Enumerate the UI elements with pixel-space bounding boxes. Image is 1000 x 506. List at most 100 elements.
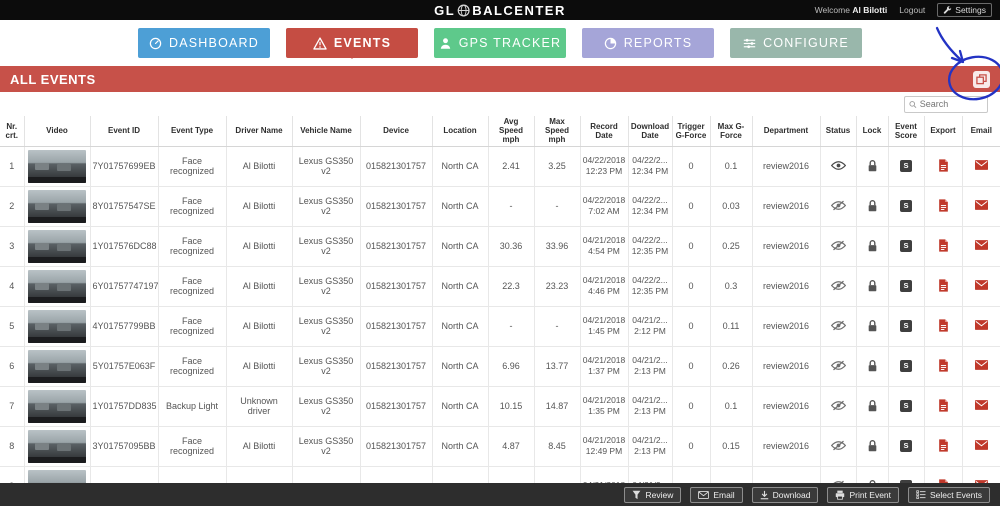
table-row[interactable]: 3 1Y017576DC88 Face recognized Al Bilott…: [0, 226, 1000, 267]
welcome-text: Welcome Al Bilotti: [815, 5, 888, 15]
column-header[interactable]: Max Speed mph: [534, 116, 581, 147]
column-header[interactable]: Lock: [856, 116, 889, 147]
eye-off-icon[interactable]: [830, 400, 846, 411]
export-pdf-icon[interactable]: [938, 238, 949, 252]
video-thumbnail[interactable]: [28, 229, 86, 263]
column-header[interactable]: Download Date: [628, 116, 673, 147]
email-icon[interactable]: [974, 360, 988, 370]
column-header[interactable]: Location: [432, 116, 489, 147]
export-pdf-icon[interactable]: [938, 358, 949, 372]
tab-reports[interactable]: REPORTS: [582, 28, 714, 58]
lock-icon[interactable]: [867, 439, 878, 452]
video-thumbnail[interactable]: [28, 309, 86, 343]
column-header[interactable]: Max G-Force: [710, 116, 753, 147]
lock-icon[interactable]: [867, 319, 878, 332]
column-header[interactable]: Event ID: [90, 116, 159, 147]
video-thumbnail[interactable]: [28, 189, 86, 223]
event-score-badge[interactable]: S: [900, 280, 912, 292]
tab-dashboard[interactable]: DASHBOARD: [138, 28, 270, 58]
email-icon[interactable]: [974, 280, 988, 290]
export-pdf-icon[interactable]: [938, 198, 949, 212]
video-thumbnail[interactable]: [28, 429, 86, 463]
eye-off-icon[interactable]: [830, 320, 846, 331]
column-header[interactable]: Trigger G-Force: [672, 116, 711, 147]
email-icon[interactable]: [974, 200, 988, 210]
eye-off-icon[interactable]: [830, 440, 846, 451]
column-header[interactable]: Video: [24, 116, 91, 147]
event-score-badge[interactable]: S: [900, 160, 912, 172]
table-row[interactable]: 5 4Y01757799BB Face recognized Al Bilott…: [0, 306, 1000, 347]
email-icon[interactable]: [974, 440, 988, 450]
event-score-badge[interactable]: S: [900, 480, 912, 484]
video-thumbnail[interactable]: [28, 149, 86, 183]
email-icon[interactable]: [974, 320, 988, 330]
eye-off-icon[interactable]: [830, 360, 846, 371]
column-header[interactable]: Event Score: [888, 116, 925, 147]
column-header[interactable]: Event Type: [158, 116, 227, 147]
table-row[interactable]: 9 04/21/2018 04/21/2...: [0, 466, 1000, 484]
review-button[interactable]: Review: [624, 486, 682, 503]
search-input[interactable]: [919, 99, 983, 109]
event-score-badge[interactable]: S: [900, 400, 912, 412]
table-row[interactable]: 8 3Y01757095BB Face recognized Al Bilott…: [0, 426, 1000, 467]
logout-link[interactable]: Logout: [899, 5, 926, 15]
column-header[interactable]: Vehicle Name: [292, 116, 361, 147]
table-row[interactable]: 7 1Y01757DD835 Backup Light Unknown driv…: [0, 386, 1000, 427]
column-header[interactable]: Avg Speed mph: [488, 116, 535, 147]
video-thumbnail[interactable]: [28, 469, 86, 484]
event-score-badge[interactable]: S: [900, 440, 912, 452]
tab-configure[interactable]: CONFIGURE: [730, 28, 862, 58]
tab-gps-tracker[interactable]: GPS TRACKER: [434, 28, 566, 58]
email-icon[interactable]: [974, 160, 988, 170]
email-icon[interactable]: [974, 400, 988, 410]
email-icon[interactable]: [974, 240, 988, 250]
export-pdf-icon[interactable]: [938, 318, 949, 332]
eye-icon[interactable]: [830, 160, 846, 171]
copy-icon[interactable]: [973, 70, 990, 88]
button-label: Print Event: [849, 489, 892, 500]
download-button[interactable]: Download: [751, 486, 819, 503]
lock-icon[interactable]: [867, 479, 878, 484]
video-cell: [24, 146, 91, 187]
event-score-badge[interactable]: S: [900, 320, 912, 332]
table-row[interactable]: 1 7Y01757699EB Face recognized Al Bilott…: [0, 146, 1000, 187]
lock-icon[interactable]: [867, 279, 878, 292]
export-pdf-icon[interactable]: [938, 398, 949, 412]
column-header[interactable]: Status: [820, 116, 857, 147]
lock-icon[interactable]: [867, 239, 878, 252]
email-button[interactable]: Email: [690, 486, 743, 503]
eye-off-icon[interactable]: [830, 200, 846, 211]
eye-off-icon[interactable]: [830, 280, 846, 291]
print-event-button[interactable]: Print Event: [827, 486, 900, 503]
event-score-badge[interactable]: S: [900, 200, 912, 212]
table-row[interactable]: 4 6Y01757747197 Face recognized Al Bilot…: [0, 266, 1000, 307]
video-thumbnail[interactable]: [28, 389, 86, 423]
column-header[interactable]: Device: [360, 116, 433, 147]
column-header[interactable]: Export: [924, 116, 963, 147]
select-events-button[interactable]: Select Events: [908, 486, 990, 503]
table-row[interactable]: 6 5Y01757E063F Face recognized Al Bilott…: [0, 346, 1000, 387]
lock-icon[interactable]: [867, 399, 878, 412]
event-score-badge[interactable]: S: [900, 240, 912, 252]
event-id: 1Y01757DD835: [90, 386, 159, 427]
video-cell: [24, 346, 91, 387]
column-header[interactable]: Email: [962, 116, 1000, 147]
export-pdf-icon[interactable]: [938, 478, 949, 484]
column-header[interactable]: Driver Name: [226, 116, 293, 147]
export-pdf-icon[interactable]: [938, 158, 949, 172]
column-header[interactable]: Record Date: [580, 116, 629, 147]
eye-off-icon[interactable]: [830, 240, 846, 251]
tab-events[interactable]: EVENTS: [286, 28, 418, 59]
video-thumbnail[interactable]: [28, 349, 86, 383]
lock-icon[interactable]: [867, 359, 878, 372]
lock-icon[interactable]: [867, 199, 878, 212]
column-header[interactable]: Department: [752, 116, 821, 147]
table-row[interactable]: 2 8Y01757547SE Face recognized Al Bilott…: [0, 186, 1000, 227]
event-score-badge[interactable]: S: [900, 360, 912, 372]
export-pdf-icon[interactable]: [938, 278, 949, 292]
export-pdf-icon[interactable]: [938, 438, 949, 452]
settings-button[interactable]: Settings: [937, 3, 992, 17]
video-thumbnail[interactable]: [28, 269, 86, 303]
column-header[interactable]: Nr. crt.: [0, 116, 25, 147]
lock-icon[interactable]: [867, 159, 878, 172]
